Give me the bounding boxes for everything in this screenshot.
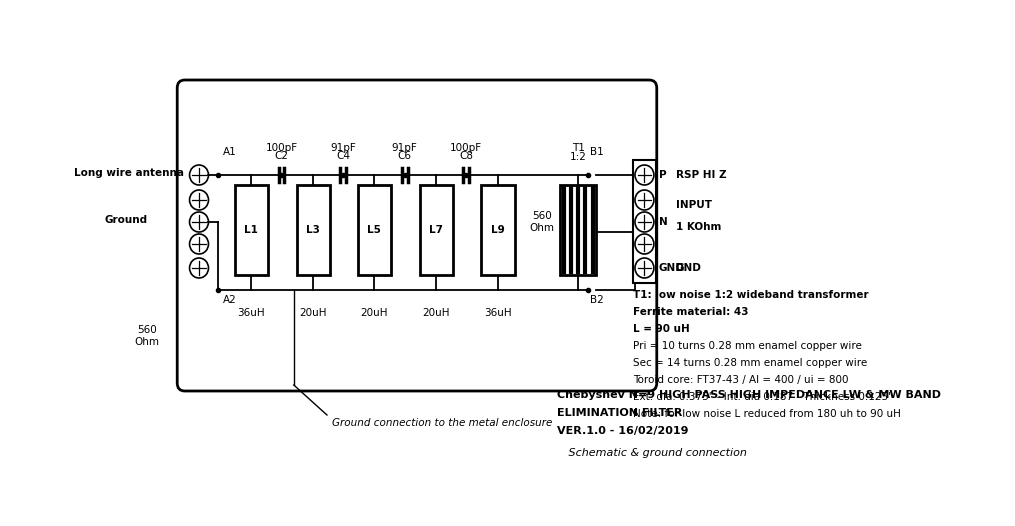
Text: INPUT: INPUT <box>676 200 712 210</box>
Bar <box>358 185 392 275</box>
Text: 1 KOhm: 1 KOhm <box>676 222 721 232</box>
Text: GND: GND <box>676 263 701 273</box>
Bar <box>560 185 596 275</box>
Text: A1: A1 <box>222 147 236 157</box>
Text: Note: for low noise L reduced from 180 uh to 90 uH: Note: for low noise L reduced from 180 u… <box>633 409 901 419</box>
Text: B1: B1 <box>591 147 604 157</box>
Text: L = 90 uH: L = 90 uH <box>633 324 690 334</box>
Text: Ground: Ground <box>105 215 147 225</box>
Bar <box>481 185 515 275</box>
Text: 560
Ohm: 560 Ohm <box>134 325 159 347</box>
Text: RSP HI Z: RSP HI Z <box>676 170 727 180</box>
Text: C8: C8 <box>459 151 473 161</box>
Text: ELIMINATION FILTER: ELIMINATION FILTER <box>557 408 683 418</box>
Text: 36uH: 36uH <box>238 308 265 318</box>
Text: L1: L1 <box>245 225 258 235</box>
Text: L3: L3 <box>306 225 320 235</box>
FancyBboxPatch shape <box>178 80 657 391</box>
Text: Toroid core: FT37-43 / Al = 400 / ui = 800: Toroid core: FT37-43 / Al = 400 / ui = 8… <box>633 375 849 385</box>
Text: 20uH: 20uH <box>422 308 450 318</box>
Text: C6: C6 <box>398 151 412 161</box>
Text: Pri = 10 turns 0.28 mm enamel copper wire: Pri = 10 turns 0.28 mm enamel copper wir… <box>633 341 862 351</box>
Bar <box>296 185 330 275</box>
Text: 91pF: 91pF <box>330 143 356 153</box>
Text: T1: T1 <box>571 143 585 153</box>
Text: B2: B2 <box>591 295 604 305</box>
Bar <box>235 185 268 275</box>
Text: C4: C4 <box>336 151 350 161</box>
Text: Chebyshev N=9 HIGH PASS HIGH IMPEDANCE LW & MW BAND: Chebyshev N=9 HIGH PASS HIGH IMPEDANCE L… <box>557 390 941 400</box>
Text: 91pF: 91pF <box>392 143 417 153</box>
Text: A2: A2 <box>222 295 236 305</box>
Text: T1: low noise 1:2 wideband transformer: T1: low noise 1:2 wideband transformer <box>633 290 869 300</box>
Text: 20uH: 20uH <box>299 308 327 318</box>
Text: L7: L7 <box>429 225 443 235</box>
Text: L5: L5 <box>367 225 382 235</box>
Text: VER.1.0 - 16/02/2019: VER.1.0 - 16/02/2019 <box>557 426 689 436</box>
Text: 100pF: 100pF <box>265 143 297 153</box>
Text: Schematic & ground connection: Schematic & ground connection <box>564 448 747 458</box>
Text: Sec = 14 turns 0.28 mm enamel copper wire: Sec = 14 turns 0.28 mm enamel copper wir… <box>633 358 868 368</box>
Text: N: N <box>659 217 668 227</box>
Bar <box>420 185 453 275</box>
Text: 20uH: 20uH <box>360 308 388 318</box>
Text: Long wire antenna: Long wire antenna <box>74 168 184 178</box>
Bar <box>633 160 656 283</box>
Text: 100pF: 100pF <box>451 143 482 153</box>
Text: P: P <box>659 170 666 180</box>
Text: C2: C2 <box>274 151 288 161</box>
Text: 560
Ohm: 560 Ohm <box>530 211 554 233</box>
Text: 36uH: 36uH <box>484 308 512 318</box>
Text: GND: GND <box>659 263 684 273</box>
Text: Ground connection to the metal enclosure: Ground connection to the metal enclosure <box>332 418 552 428</box>
Text: L9: L9 <box>490 225 504 235</box>
Text: 1:2: 1:2 <box>569 152 587 162</box>
Text: Ferrite material: 43: Ferrite material: 43 <box>633 307 749 317</box>
Text: Ext. dia. 0.375" - Int. dia 0.187 - Thickness 0.125": Ext. dia. 0.375" - Int. dia 0.187 - Thic… <box>633 392 893 402</box>
